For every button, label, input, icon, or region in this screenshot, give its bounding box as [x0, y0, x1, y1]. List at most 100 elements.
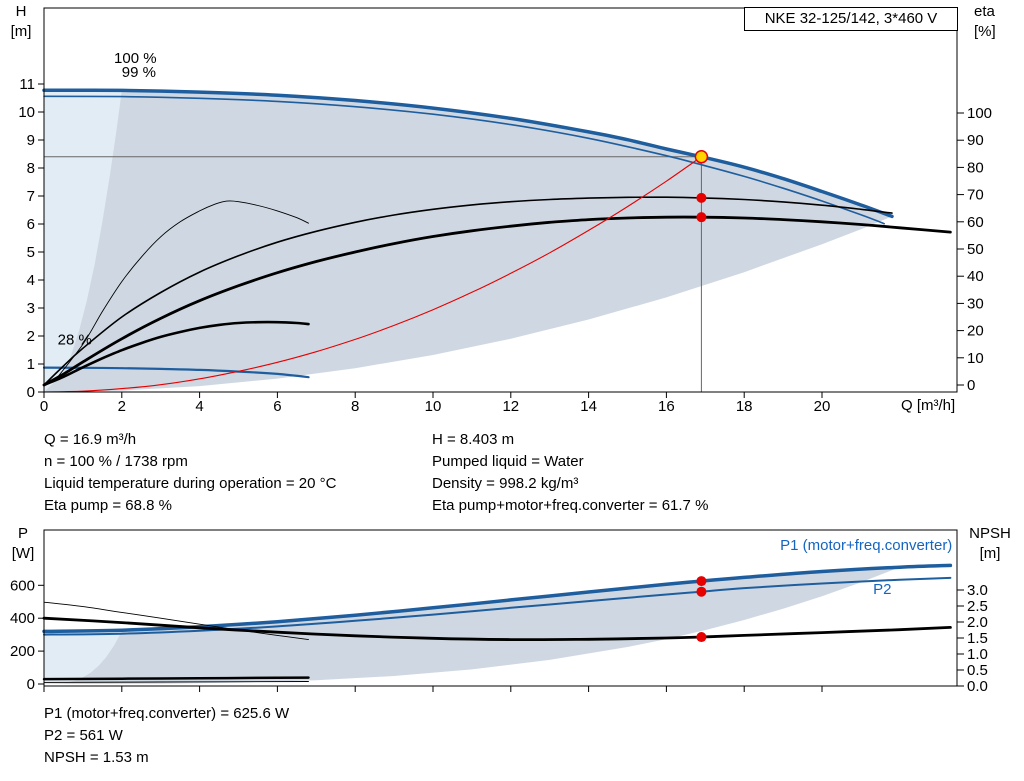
info-density: Density = 998.2 kg/m³ — [432, 475, 579, 492]
power-envelope-region — [44, 567, 900, 684]
speed-envelope-region — [44, 90, 892, 392]
result-panel: P1 (motor+freq.converter) = 625.6 W P2 =… — [44, 703, 289, 769]
h-axis-unit: [m] — [10, 23, 32, 40]
info-head: H = 8.403 m — [432, 431, 515, 448]
y-right-tick-label: 0 — [967, 377, 975, 394]
y-left-tick-label: 11 — [19, 76, 35, 93]
y-left-tick-label: 200 — [10, 643, 35, 660]
y-left-tick-label: 10 — [18, 104, 35, 121]
p2-point-marker — [696, 586, 707, 597]
x-tick-label: 16 — [658, 398, 675, 415]
y-left-tick-label: 2 — [27, 328, 35, 345]
y-left-tick-label: 6 — [27, 216, 35, 233]
y-right-tick-label: 100 — [967, 105, 992, 122]
x-tick-label: 12 — [502, 398, 519, 415]
x-tick-label: 2 — [118, 398, 126, 415]
y-left-tick-label: 0 — [27, 384, 35, 401]
y-left-tick-label: 4 — [27, 272, 35, 289]
eta-total-point-marker — [696, 212, 707, 223]
info-speed: n = 100 % / 1738 rpm — [44, 453, 188, 470]
power-npsh-chart-frame — [43, 529, 958, 687]
y-left-tick-label: 1 — [27, 356, 35, 373]
eta-axis-symbol: eta — [974, 3, 995, 20]
power-reduced-speed-thin-curve — [43, 681, 309, 683]
h-axis-symbol: H — [15, 3, 27, 20]
y-right-tick-label: 20 — [967, 323, 984, 340]
info-eta-total: Eta pump+motor+freq.converter = 61.7 % — [432, 497, 709, 514]
info-pumped-liquid: Pumped liquid = Water — [432, 453, 584, 470]
x-tick-label: 8 — [351, 398, 359, 415]
npsh-curve — [42, 616, 952, 642]
y-right-tick-label: 50 — [967, 241, 984, 258]
y-right-tick-label: 3.0 — [967, 582, 988, 599]
npsh-axis-title: NPSH [m] — [962, 524, 1018, 564]
y-left-tick-label: 8 — [27, 160, 35, 177]
x-tick-label: 20 — [814, 398, 831, 415]
y-left-tick-label: 0 — [27, 676, 35, 693]
x-tick-label: 4 — [195, 398, 203, 415]
eta-pump-reduced-speed-curve — [55, 200, 309, 381]
head-28pct-curve — [42, 366, 310, 379]
h-axis-title: H [m] — [4, 2, 38, 42]
info-eta-pump: Eta pump = 68.8 % — [44, 497, 172, 514]
y-left-tick-label: 5 — [27, 244, 35, 261]
eta-pump-curve — [43, 196, 893, 386]
p1-curve-label: P1 (motor+freq.converter) — [780, 537, 952, 554]
eta-axis-title: eta [%] — [974, 2, 1014, 42]
y-left-tick-label: 400 — [10, 610, 35, 627]
y-right-tick-label: 30 — [967, 295, 984, 312]
result-p1: P1 (motor+freq.converter) = 625.6 W — [44, 705, 290, 722]
info-liquid-temperature: Liquid temperature during operation = 20… — [44, 475, 337, 492]
p-axis-symbol: P — [17, 525, 28, 542]
x-tick-label: 0 — [40, 398, 48, 415]
p-axis-title: P [W] — [6, 524, 40, 564]
npsh-point-marker — [696, 632, 707, 643]
result-p2: P2 = 561 W — [44, 727, 123, 744]
npsh-axis-unit: [m] — [979, 545, 1001, 562]
pump-title: NKE 32-125/142, 3*460 V — [764, 10, 938, 27]
y-right-tick-label: 0.0 — [967, 678, 988, 695]
qh-curve-chart-frame — [43, 7, 958, 393]
y-left-tick-label: 600 — [10, 577, 35, 594]
x-tick-label: 18 — [736, 398, 753, 415]
eta-axis-unit: [%] — [974, 23, 996, 40]
p-axis-unit: [W] — [11, 545, 35, 562]
y-right-tick-label: 40 — [967, 268, 984, 285]
speed-100-label: 100 % — [114, 50, 157, 67]
y-left-tick-label: 9 — [27, 132, 35, 149]
p2-curve-label: P2 — [873, 581, 891, 598]
q-axis-title: Q [m³/h] — [901, 397, 956, 414]
x-tick-label: 14 — [580, 398, 597, 415]
head-100pct-curve — [42, 88, 894, 219]
y-right-tick-label: 1.0 — [967, 646, 988, 663]
duty-point-marker — [694, 149, 709, 164]
info-flow: Q = 16.9 m³/h — [44, 431, 137, 448]
npsh-axis-symbol: NPSH — [969, 525, 1011, 542]
p2-power-curve — [43, 576, 952, 636]
eta-total-curve — [42, 215, 952, 387]
y-right-tick-label: 0.5 — [967, 662, 988, 679]
y-right-tick-label: 2.5 — [967, 598, 988, 615]
x-tick-label: 10 — [425, 398, 442, 415]
eta-total-reduced-speed-curve — [42, 320, 310, 387]
duty-info-left-column: Q = 16.9 m³/h n = 100 % / 1738 rpm Liqui… — [44, 429, 336, 517]
npsh-aux-thin-curve — [43, 601, 309, 641]
low-flow-region — [44, 90, 122, 392]
head-99pct-curve — [43, 95, 885, 225]
power-low-flow-region — [44, 630, 122, 684]
y-right-tick-label: 10 — [967, 350, 984, 367]
speed-28-label: 28 % — [58, 331, 92, 348]
p1-point-marker — [696, 576, 707, 587]
x-tick-label: 6 — [273, 398, 281, 415]
y-right-tick-label: 90 — [967, 132, 984, 149]
duty-info-right-column: H = 8.403 m Pumped liquid = Water Densit… — [432, 429, 708, 517]
system-curve-curve — [43, 156, 702, 393]
y-right-tick-label: 60 — [967, 214, 984, 231]
y-right-tick-label: 80 — [967, 159, 984, 176]
y-left-tick-label: 7 — [27, 188, 35, 205]
pump-title-box: NKE 32-125/142, 3*460 V — [744, 7, 958, 31]
y-right-tick-label: 1.5 — [967, 630, 988, 647]
speed-99-label: 99 % — [122, 64, 156, 81]
